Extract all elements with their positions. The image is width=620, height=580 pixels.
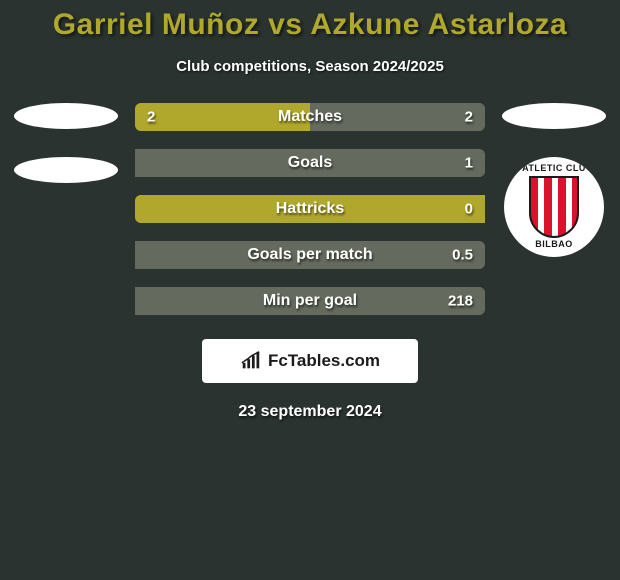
- player-ellipse: [502, 103, 606, 129]
- bar-right-value: 0: [465, 201, 473, 218]
- page-title: Garriel Muñoz vs Azkune Astarloza: [0, 0, 620, 42]
- bar-label: Goals: [288, 154, 332, 172]
- footer-date: 23 september 2024: [0, 403, 620, 421]
- player-ellipse: [14, 103, 118, 129]
- bar-right-value: 0.5: [452, 247, 473, 264]
- club-bottom-text: BILBAO: [535, 239, 573, 249]
- stat-bar: Goals per match 0.5: [135, 241, 485, 269]
- left-player-col: [11, 103, 121, 211]
- player-ellipse: [14, 157, 118, 183]
- club-badge: ATLETIC CLU BILBAO: [504, 157, 604, 257]
- bar-label: Matches: [278, 108, 342, 126]
- bar-left-value: 2: [147, 109, 155, 126]
- stat-bar: Min per goal 218: [135, 287, 485, 315]
- bar-right-value: 1: [465, 155, 473, 172]
- bar-right-value: 2: [465, 109, 473, 126]
- attribution-text: FcTables.com: [268, 351, 380, 371]
- stat-bars: 2 Matches 2 Goals 1 Hattricks 0 Goals per match…: [135, 103, 485, 315]
- chart-icon: [240, 350, 262, 372]
- attribution-badge: FcTables.com: [202, 339, 418, 383]
- stat-bar: 2 Matches 2: [135, 103, 485, 131]
- club-top-text: ATLETIC CLU: [522, 163, 586, 173]
- stat-bar: Goals 1: [135, 149, 485, 177]
- bar-right-value: 218: [448, 293, 473, 310]
- stat-bar: Hattricks 0: [135, 195, 485, 223]
- bar-label: Min per goal: [263, 292, 357, 310]
- club-shield-icon: [526, 175, 582, 239]
- bar-label: Goals per match: [247, 246, 372, 264]
- right-player-col: ATLETIC CLU BILBAO: [499, 103, 609, 257]
- stats-wrap: 2 Matches 2 Goals 1 Hattricks 0 Goals per match…: [0, 103, 620, 315]
- bar-label: Hattricks: [276, 200, 344, 218]
- subtitle: Club competitions, Season 2024/2025: [0, 58, 620, 75]
